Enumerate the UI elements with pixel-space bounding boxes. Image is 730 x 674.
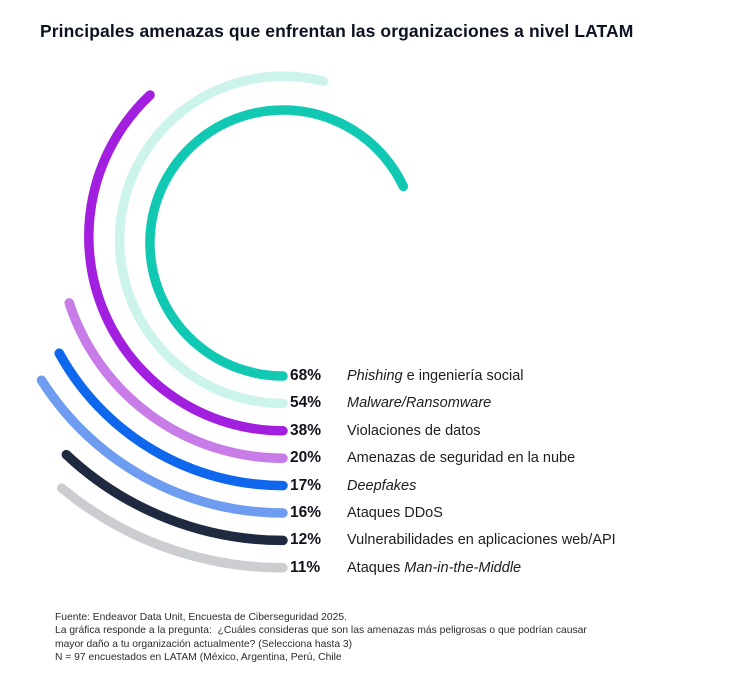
arc-phishing: [145, 105, 409, 381]
arc-vulnerabilidades-web-api: [61, 449, 288, 546]
source-line: N = 97 encuestados en LATAM (México, Arg…: [55, 652, 342, 664]
source-line: La gráfica responde a la pregunta: ¿Cuál…: [55, 625, 587, 637]
arc-malware-ransomware: [114, 71, 329, 409]
arc-man-in-the-middle: [56, 483, 288, 573]
source-line: mayor daño a tu organización actualmente…: [55, 638, 353, 650]
arc-deepfakes: [54, 348, 288, 491]
arc-ddos: [36, 375, 288, 518]
source-line: Fuente: Endeavor Data Unit, Encuesta de …: [55, 612, 347, 623]
source-note: Fuente: Endeavor Data Unit, Encuesta de …: [55, 611, 587, 665]
page-title: Principales amenazas que enfrentan las o…: [40, 21, 634, 41]
arc-seguridad-nube: [64, 298, 288, 463]
arc-violaciones-datos: [84, 90, 288, 436]
